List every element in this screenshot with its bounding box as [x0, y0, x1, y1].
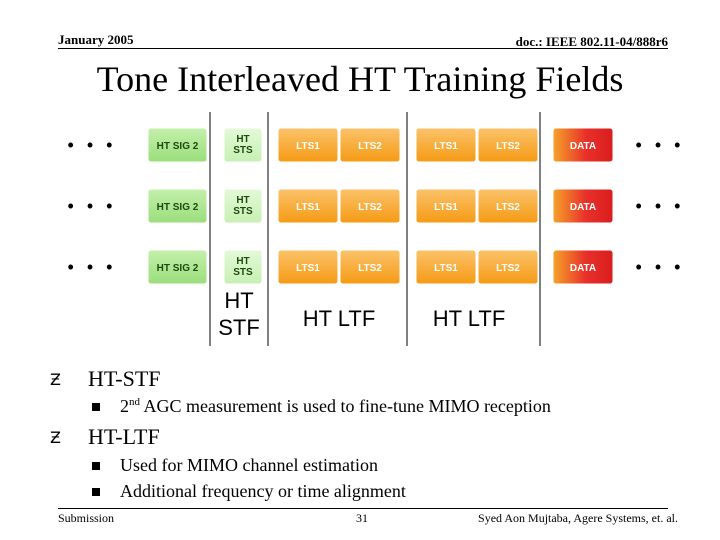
header-date: January 2005	[58, 32, 134, 47]
field-box-ht-sts	[223, 188, 263, 224]
field-box-lts1	[277, 127, 339, 163]
field-box-lts2	[339, 127, 401, 163]
field-label-lts1: LTS1	[434, 141, 458, 152]
field-box-lts1	[415, 249, 477, 285]
field-label-lts2: LTS2	[496, 202, 520, 213]
field-label-ht-sts: HT	[236, 256, 249, 267]
sub-bullet-agc: 2nd AGC measurement is used to fine-tune…	[92, 396, 551, 417]
field-label-lts2: LTS2	[358, 263, 382, 274]
field-box-lts2	[339, 249, 401, 285]
footer-page-number: 31	[356, 511, 368, 525]
field-label-lts1: LTS1	[296, 141, 320, 152]
ellipsis-right: • • •	[636, 196, 685, 216]
group-label: HT LTF	[303, 306, 376, 331]
field-label-ht-sig2: HT SIG 2	[157, 263, 199, 274]
square-bullet-icon	[92, 487, 100, 496]
field-label-ht-sig2: HT SIG 2	[157, 141, 199, 152]
field-label-ht-sts: HT	[236, 195, 249, 206]
group-label: HT LTF	[433, 306, 506, 331]
ellipsis-left: • • •	[68, 135, 117, 155]
group-label: HT	[224, 288, 253, 313]
slide-title: Tone Interleaved HT Training Fields	[96, 59, 624, 99]
bullet-ht-stf: Ƶ HT-STF	[50, 366, 161, 392]
field-label-lts1: LTS1	[296, 263, 320, 274]
header-rule	[58, 48, 668, 49]
field-label-lts1: LTS1	[296, 202, 320, 213]
field-label-ht-sts: HT	[236, 134, 249, 145]
square-bullet-icon	[92, 461, 100, 470]
z-bullet-icon: Ƶ	[50, 427, 61, 447]
field-label-lts2: LTS2	[496, 141, 520, 152]
field-label-ht-sts: STS	[233, 267, 253, 278]
field-box-lts1	[415, 188, 477, 224]
ellipsis-right: • • •	[636, 257, 685, 277]
field-box-ht-sts	[223, 249, 263, 285]
sub-bullet-alignment-text: Additional frequency or time alignment	[120, 481, 406, 501]
field-box-ht-sig2	[147, 127, 208, 163]
field-box-lts1	[277, 188, 339, 224]
bullet-ht-ltf: Ƶ HT-LTF	[50, 424, 160, 450]
field-label-lts1: LTS1	[434, 202, 458, 213]
field-box-ht-sig2	[147, 188, 208, 224]
field-label-lts2: LTS2	[358, 141, 382, 152]
field-box-lts2	[477, 127, 539, 163]
field-box-lts2	[477, 249, 539, 285]
ellipsis-right: • • •	[636, 135, 685, 155]
sub-bullet-alignment: Additional frequency or time alignment	[92, 481, 406, 502]
sub-bullet-channel-est-text: Used for MIMO channel estimation	[120, 455, 378, 475]
footer-author: Syed Aon Mujtaba, Agere Systems, et. al.	[478, 511, 678, 525]
field-box-lts2	[339, 188, 401, 224]
field-box-ht-sig2	[147, 249, 208, 285]
field-label-ht-sts: STS	[233, 206, 253, 217]
sub-bullet-agc-text: 2nd AGC measurement is used to fine-tune…	[120, 396, 551, 416]
ellipsis-left: • • •	[68, 257, 117, 277]
field-label-ht-sig2: HT SIG 2	[157, 202, 199, 213]
field-label-lts2: LTS2	[496, 263, 520, 274]
footer-submission: Submission	[58, 511, 115, 525]
z-bullet-icon: Ƶ	[50, 369, 61, 389]
ellipsis-left: • • •	[68, 196, 117, 216]
field-box-lts1	[277, 249, 339, 285]
field-box-data	[552, 188, 614, 224]
field-box-ht-sts	[223, 127, 263, 163]
field-label-data: DATA	[570, 202, 596, 213]
field-label-lts1: LTS1	[434, 263, 458, 274]
field-label-ht-sts: STS	[233, 145, 253, 156]
field-box-lts2	[477, 188, 539, 224]
field-box-data	[552, 127, 614, 163]
group-label: STF	[218, 315, 260, 340]
field-label-lts2: LTS2	[358, 202, 382, 213]
header-doc-id: doc.: IEEE 802.11-04/888r6	[515, 34, 668, 49]
square-bullet-icon	[92, 402, 100, 411]
sub-bullet-channel-est: Used for MIMO channel estimation	[92, 455, 378, 476]
field-label-data: DATA	[570, 263, 596, 274]
field-box-data	[552, 249, 614, 285]
field-label-data: DATA	[570, 141, 596, 152]
field-box-lts1	[415, 127, 477, 163]
bullet-ht-ltf-text: HT-LTF	[88, 424, 160, 449]
bullet-ht-stf-text: HT-STF	[88, 366, 161, 391]
footer-rule	[58, 508, 668, 509]
